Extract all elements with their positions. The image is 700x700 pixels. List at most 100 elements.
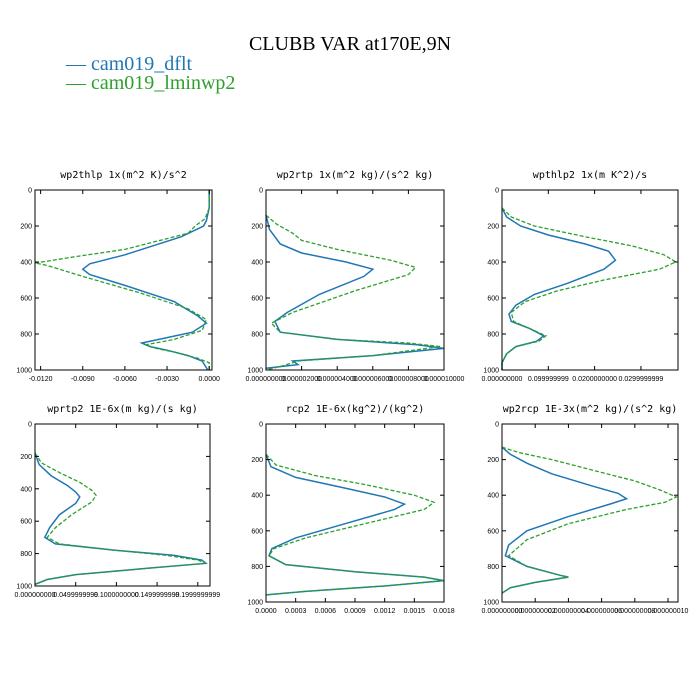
y-tick-label: 0 <box>259 188 263 195</box>
y-tick-label: 0 <box>495 422 499 429</box>
y-tick-label: 600 <box>251 296 263 303</box>
y-tick-label: 1000 <box>16 368 32 375</box>
y-tick-label: 0 <box>28 422 32 429</box>
plot-frame <box>34 189 213 371</box>
figure-title: CLUBB VAR at170E,9N <box>249 33 451 55</box>
plot-frame <box>501 189 679 371</box>
panel-0: wp2thlp 1x(m^2 K)/s^202004006008001000-0… <box>16 170 220 383</box>
y-tick-label: 600 <box>20 519 32 526</box>
x-tick-label: 0.000000002 <box>515 608 556 615</box>
panels: wp2thlp 1x(m^2 K)/s^202004006008001000-0… <box>15 170 689 615</box>
x-tick-label: -0.0090 <box>71 376 95 383</box>
legend-entry-lminwp2: — cam019_lminwp2 <box>65 72 235 94</box>
series-line-cam019_dflt <box>81 190 210 371</box>
y-tick-label: 800 <box>251 332 263 339</box>
y-tick-label: 400 <box>487 260 499 267</box>
y-tick-label: 0 <box>259 422 263 429</box>
x-tick-label: 0.000000010 <box>648 608 689 615</box>
series-line-cam019_lminwp2 <box>265 453 445 596</box>
y-tick-label: 200 <box>487 224 499 231</box>
x-tick-label: 0.0015 <box>404 608 426 615</box>
legend-entry-dflt: — cam019_dflt <box>65 53 193 75</box>
panel-3: wprtp2 1E-6x(m kg)/(s kg) 0 200 400 600 800 10… <box>15 404 221 599</box>
panel-title: wp2rcp 1E-3x(m^2 kg)/(s^2 kg) <box>503 404 678 415</box>
x-tick-label: 0.0003 <box>285 608 307 615</box>
plot-frame <box>265 423 445 603</box>
y-tick-label: 400 <box>251 260 263 267</box>
y-tick-label: 0 <box>28 188 32 195</box>
x-tick-label: 0.0012 <box>374 608 396 615</box>
x-tick-label: 0.1999999999 <box>175 592 220 599</box>
panel-title: wp2thlp 1x(m^2 K)/s^2 <box>60 170 186 181</box>
y-tick-label: 800 <box>487 564 499 571</box>
x-tick-label: 0.0200000000 <box>572 376 617 383</box>
y-tick-label: 600 <box>487 296 499 303</box>
panel-5: wp2rcp 1E-3x(m^2 kg)/(s^2 kg) 0 200 400 600 8… <box>482 404 689 615</box>
series-line-cam019_lminwp2 <box>501 446 678 594</box>
x-tick-label: 0.000002000 <box>281 376 322 383</box>
y-tick-label: 1000 <box>247 600 263 607</box>
x-tick-label: 0.0009 <box>344 608 366 615</box>
y-tick-label: 200 <box>20 224 32 231</box>
series-line-cam019_dflt <box>265 215 445 369</box>
x-tick-label: 0.0006 <box>315 608 337 615</box>
plot-frame <box>501 423 679 603</box>
panel-title: wp2rtp 1x(m^2 kg)/(s^2 kg) <box>277 170 434 181</box>
y-tick-label: 400 <box>20 486 32 493</box>
x-tick-label: 0.000000000 <box>246 376 287 383</box>
x-tick-label: 0.000000000 <box>15 592 56 599</box>
plot-frame <box>265 189 445 371</box>
x-tick-label: -0.0030 <box>155 376 179 383</box>
y-tick-label: 600 <box>487 528 499 535</box>
x-tick-label: -0.0060 <box>113 376 137 383</box>
x-tick-label: 0.000000004 <box>548 608 589 615</box>
y-tick-label: 200 <box>251 457 263 464</box>
series-line-cam019_dflt <box>265 453 445 596</box>
y-tick-label: 400 <box>20 260 32 267</box>
x-tick-label: 0.0299999999 <box>619 376 664 383</box>
panel-title: rcp2 1E-6x(kg^2)/(kg^2) <box>286 404 424 415</box>
plot-frame <box>34 423 211 587</box>
y-tick-label: 200 <box>20 454 32 461</box>
series-line-cam019_lminwp2 <box>34 190 210 370</box>
x-tick-label: 0.0018 <box>433 608 455 615</box>
y-tick-label: 800 <box>251 564 263 571</box>
series-line-cam019_dflt <box>501 207 617 370</box>
y-tick-label: 200 <box>251 224 263 231</box>
series-line-cam019_dflt <box>34 452 208 586</box>
x-tick-label: 0.0499999999 <box>53 592 98 599</box>
x-tick-label: 0.000000008 <box>614 608 655 615</box>
x-tick-label: -0.0120 <box>29 376 53 383</box>
x-tick-label: 0.000004000 <box>317 376 358 383</box>
series-line-cam019_lminwp2 <box>34 452 207 585</box>
panel-1: wp2rtp 1x(m^2 kg)/(s^2 kg) 0 200 400 600 800 1… <box>246 170 465 383</box>
y-tick-label: 200 <box>487 457 499 464</box>
y-tick-label: 800 <box>487 332 499 339</box>
panel-2: wpthlp2 1x(m K^2)/s 0 200 400 600 800 10000.00… <box>482 170 679 383</box>
y-tick-label: 800 <box>20 551 32 558</box>
series-line-cam019_lminwp2 <box>265 214 441 371</box>
y-tick-label: 400 <box>487 493 499 500</box>
series-line-cam019_lminwp2 <box>501 207 678 370</box>
panel-4: rcp2 1E-6x(kg^2)/(kg^2) 0 200 400 600 800 1000… <box>247 404 454 615</box>
x-tick-label: 0.1000000000 <box>94 592 139 599</box>
y-tick-label: 1000 <box>483 368 499 375</box>
y-tick-label: 1000 <box>16 584 32 591</box>
x-tick-label: 0.000006000 <box>352 376 393 383</box>
y-tick-label: 0 <box>495 188 499 195</box>
x-tick-label: 0.1499999999 <box>135 592 180 599</box>
x-tick-label: 0.099999999 <box>528 376 569 383</box>
x-tick-label: 0.000010000 <box>424 376 465 383</box>
x-tick-label: 0.000000006 <box>581 608 622 615</box>
x-tick-label: 0.0000 <box>255 608 277 615</box>
x-tick-label: 0.000000000 <box>482 376 523 383</box>
y-tick-label: 600 <box>251 528 263 535</box>
x-tick-label: 0.000008000 <box>388 376 429 383</box>
panel-title: wpthlp2 1x(m K^2)/s <box>533 170 647 181</box>
x-tick-label: 0.000000000 <box>482 608 523 615</box>
series-line-cam019_dflt <box>501 446 629 594</box>
y-tick-label: 1000 <box>483 600 499 607</box>
y-tick-label: 400 <box>251 493 263 500</box>
y-tick-label: 1000 <box>247 368 263 375</box>
